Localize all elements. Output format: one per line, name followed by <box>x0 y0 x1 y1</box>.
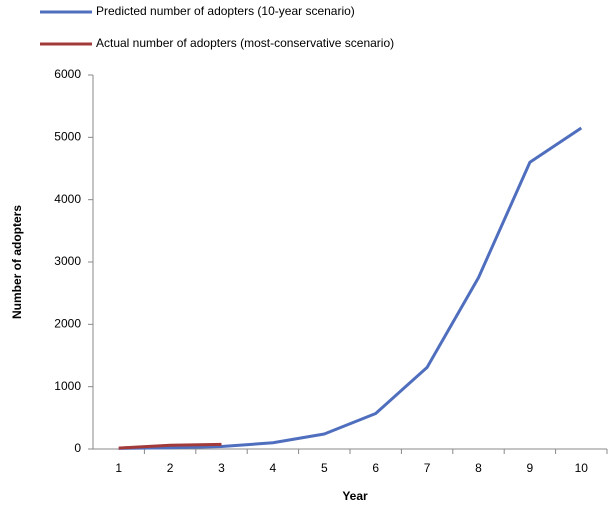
y-tick-label: 0 <box>74 441 81 455</box>
x-tick-label: 5 <box>321 461 328 475</box>
x-axis-title: Year <box>342 489 368 503</box>
y-tick-label: 3000 <box>54 254 81 268</box>
x-tick-label: 1 <box>115 461 122 475</box>
y-axis-title: Number of adopters <box>10 205 24 319</box>
y-tick-label: 6000 <box>54 67 81 81</box>
x-tick-label: 9 <box>527 461 534 475</box>
x-tick-label: 3 <box>218 461 225 475</box>
x-tick-label: 8 <box>475 461 482 475</box>
y-tick-label: 5000 <box>54 130 81 144</box>
x-tick-label: 10 <box>575 461 589 475</box>
y-tick-label: 4000 <box>54 192 81 206</box>
series-line <box>118 442 222 450</box>
x-tick-label: 2 <box>167 461 174 475</box>
y-tick-label: 1000 <box>54 379 81 393</box>
x-tick-label: 6 <box>372 461 379 475</box>
x-tick-label: 4 <box>270 461 277 475</box>
series-line <box>118 126 583 450</box>
legend-label: Predicted number of adopters (10-year sc… <box>96 4 355 18</box>
x-tick-label: 7 <box>424 461 431 475</box>
y-tick-label: 2000 <box>54 317 81 331</box>
legend-label: Actual number of adopters (most-conserva… <box>96 36 394 50</box>
